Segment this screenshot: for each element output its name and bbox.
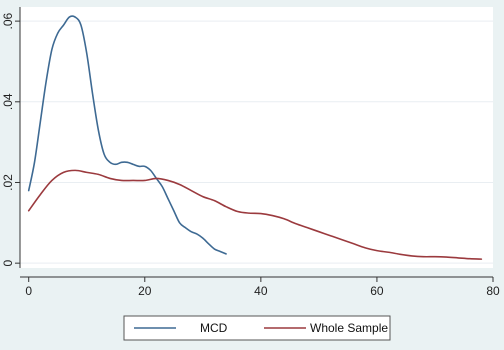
y-tick-label: .04 — [1, 93, 15, 110]
plot-area — [20, 7, 493, 268]
y-tick-label: .06 — [1, 12, 15, 29]
x-tick-label: 80 — [486, 284, 500, 298]
legend: MCD Whole Sample — [123, 315, 391, 341]
y-tick-label: .02 — [1, 174, 15, 191]
x-tick-label: 20 — [138, 284, 152, 298]
x-tick-label: 60 — [370, 284, 384, 298]
y-tick-label: 0 — [1, 260, 15, 267]
x-tick-label: 40 — [254, 284, 268, 298]
x-tick-label: 0 — [25, 284, 32, 298]
legend-label-whole-sample: Whole Sample — [310, 321, 388, 335]
grid-layer — [20, 7, 493, 268]
legend-label-mcd: MCD — [200, 321, 228, 335]
axis-layer: 0 .02 .04 .06 0 20 40 60 80 — [1, 7, 500, 298]
series-layer — [27, 15, 483, 260]
series-line-mcd — [27, 15, 227, 255]
series-line-whole-sample — [27, 169, 483, 260]
